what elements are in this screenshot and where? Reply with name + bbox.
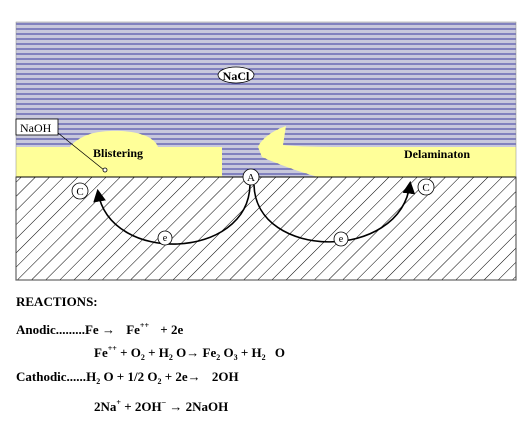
delamination-label: Delaminaton	[404, 147, 470, 161]
electron-marker-left: e	[157, 230, 173, 246]
current-arc-right	[253, 180, 416, 243]
cathode-marker-right: C	[417, 178, 435, 196]
svg-text:NaOH: NaOH	[20, 121, 52, 135]
blistering-label: Blistering	[93, 146, 143, 160]
nacl-label: NaCl	[217, 66, 255, 84]
svg-text:e: e	[339, 234, 344, 245]
blister	[70, 131, 158, 177]
svg-text:C: C	[422, 182, 429, 194]
metal-substrate	[15, 176, 517, 281]
anodic-equation-1: Anodic.........Fe → Fe++ + 2e	[16, 321, 184, 337]
anode-marker: A	[242, 168, 260, 186]
current-arc-left	[93, 184, 251, 245]
cathodic-label: Cathodic......	[16, 369, 87, 384]
cathodic-equation-2: 2Na+ + 2OH− → 2NaOH	[94, 398, 229, 414]
reactions-title: REACTIONS:	[16, 294, 98, 309]
svg-text:NaCl: NaCl	[223, 69, 250, 83]
svg-text:A: A	[247, 172, 255, 184]
anodic-label: Anodic.........	[16, 322, 85, 337]
cathode-marker-left: C	[71, 182, 89, 200]
naoh-label: NaOH	[15, 118, 108, 173]
svg-text:e: e	[163, 233, 168, 244]
coating-delaminated-flap	[258, 126, 516, 177]
anodic-equation-2: Fe++ + O2 + H2 O→ Fe2 O3 + H2 O	[94, 344, 286, 362]
cathodic-equation-1: Cathodic......H2 O + 1/2 O2 + 2e→ 2OH	[16, 369, 239, 386]
corrosion-diagram: NaCl NaOH Blistering Delaminaton A C C e…	[15, 21, 517, 281]
svg-text:C: C	[76, 186, 83, 198]
electron-marker-right: e	[333, 231, 349, 247]
